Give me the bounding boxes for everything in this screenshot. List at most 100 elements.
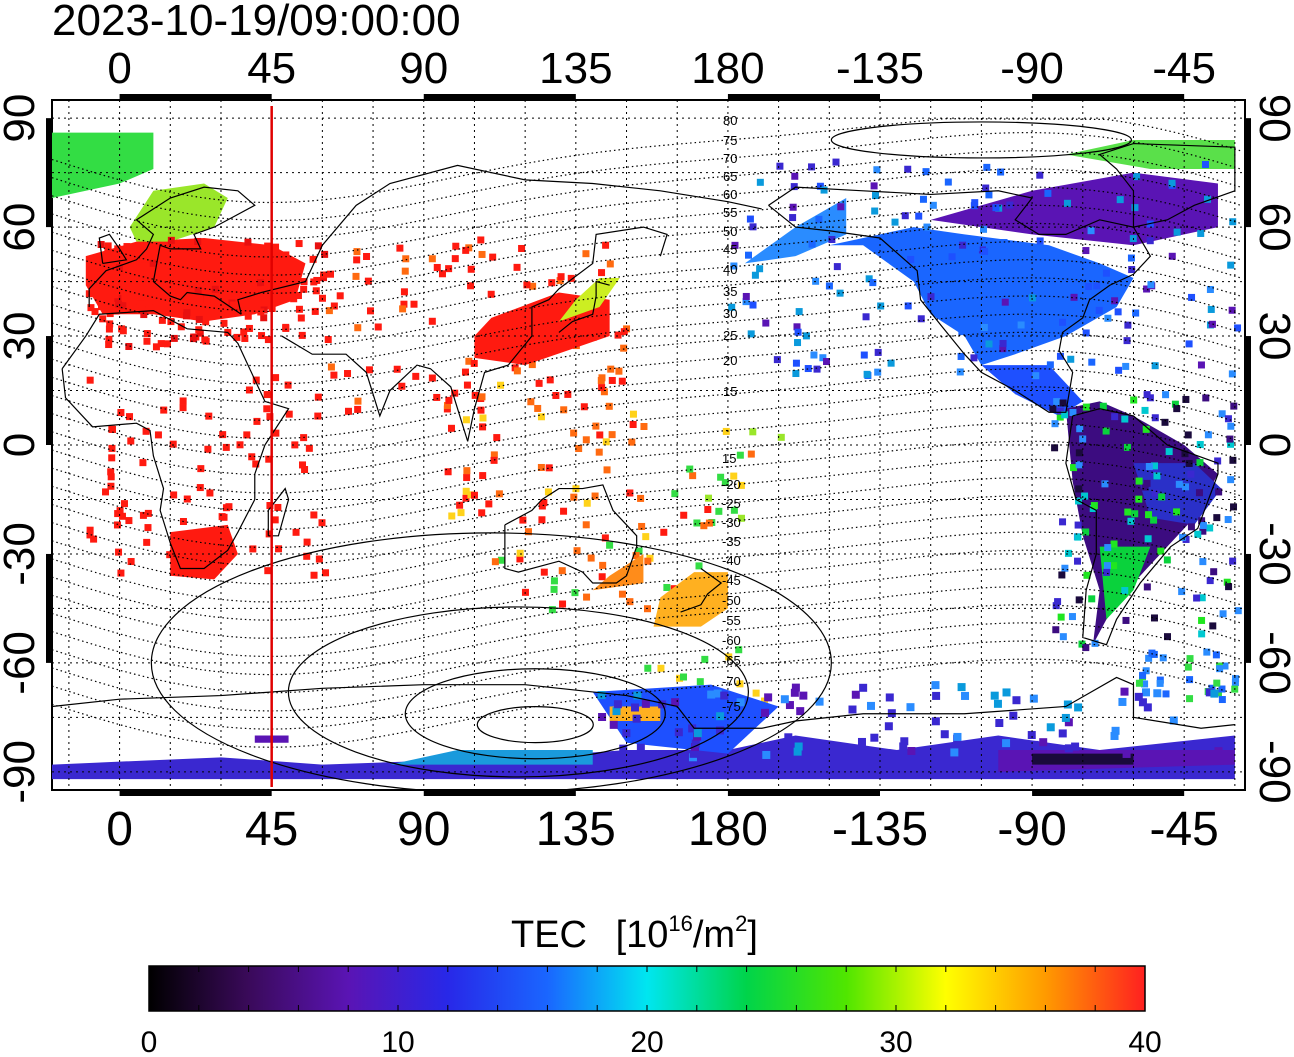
tec-cell-australia (671, 490, 679, 498)
tec-cell-europe (233, 333, 241, 341)
tec-cell-asia (399, 305, 407, 313)
tec-cell-south-america (1209, 622, 1217, 630)
tec-cell-asia (396, 244, 404, 252)
tec-cell-antarctica (619, 744, 628, 753)
tec-cell-europe (260, 314, 268, 322)
tec-cell-sea (628, 438, 636, 446)
tec-cell-europe (282, 323, 290, 331)
tec-cell-africa (169, 440, 177, 448)
tec-cell-north-america (802, 332, 810, 340)
tec-cell-africa (252, 460, 260, 468)
tec-cell-south-america (1214, 457, 1222, 465)
tec-cell-antarctica (622, 729, 631, 738)
tec-cell-antarctica (716, 712, 725, 721)
tec-cell-south-america (1129, 497, 1137, 505)
tec-cell-sea (629, 421, 637, 429)
tec-cell-antarctica (814, 750, 823, 759)
tec-cell-south-america (1171, 400, 1179, 408)
tec-cell-antarctica (632, 714, 641, 723)
tec-cell-south-america (1199, 558, 1207, 566)
tec-cell-south-america (1103, 568, 1111, 576)
tec-cell-north-america (1234, 324, 1242, 332)
tec-cell-europe (234, 302, 242, 310)
tec-cell-africa (315, 555, 323, 563)
tec-region-arctic-europe (52, 132, 154, 199)
tec-cell-north-america (1082, 329, 1090, 337)
tec-cell-south-america (1088, 595, 1096, 603)
tec-cell-south-america (1181, 450, 1189, 458)
tec-cell-south-atlantic (1145, 654, 1153, 662)
tec-cell-africa (272, 429, 280, 437)
tec-cell-antarctica (631, 703, 640, 712)
tec-region-japan (558, 277, 620, 322)
tec-cell-north-america (1104, 314, 1112, 322)
tec-cell-europe (183, 309, 191, 317)
tec-cell-sea (456, 501, 464, 509)
contour-label: 45 (723, 242, 737, 257)
colorbar (148, 965, 1146, 1012)
tec-cell-antarctica (859, 683, 868, 692)
tec-data-layer (52, 132, 1242, 780)
tec-cell-north-america (927, 293, 935, 301)
tec-cell-sea (596, 431, 604, 439)
tec-cell-south-america (1224, 415, 1232, 423)
tec-cell-north-america (1168, 252, 1176, 260)
magnetic-contour (52, 549, 1242, 639)
tec-cell-sea (462, 416, 470, 424)
tec-cell-africa (305, 444, 313, 452)
tec-cell-africa (292, 528, 300, 536)
tec-cell-antarctica (613, 700, 622, 709)
tec-cell-europe (89, 257, 97, 265)
tec-cell-north-america (1044, 189, 1052, 197)
tec-cell-north-america (874, 348, 882, 356)
tec-cell-north-america (1036, 171, 1044, 179)
tec-cell-australia (635, 547, 643, 555)
tec-cell-south-america (1143, 479, 1151, 487)
tec-cell-south-america (1204, 431, 1212, 439)
tec-cell-south-america (1163, 556, 1171, 564)
contour-label: 15 (722, 451, 736, 466)
tec-cell-south-america (1150, 462, 1158, 470)
tec-cell-europe (119, 302, 127, 310)
tec-cell-europe (143, 337, 151, 345)
tec-cell-sea (591, 492, 599, 500)
tec-cell-south-america (1224, 516, 1232, 524)
tec-cell-sea (493, 434, 501, 442)
tec-cell-south-america (1230, 503, 1238, 511)
lat-label-right: 90 (1250, 94, 1294, 143)
magnetic-contour (52, 422, 1242, 512)
tec-cell-south-america (1218, 410, 1226, 418)
tec-cell-north-america (795, 308, 803, 316)
lat-label-left: -60 (0, 631, 44, 695)
magnetic-contour (52, 658, 1242, 748)
contour-label: 75 (723, 133, 737, 148)
tec-cell-europe (123, 243, 131, 251)
tec-cell-pacific (736, 451, 744, 459)
tec-cell-south-america (1068, 613, 1076, 621)
tec-cell-africa (90, 535, 98, 543)
tec-cell-south-america (1082, 403, 1090, 411)
tec-cell-south-america (1082, 528, 1090, 536)
tec-cell-north-america (833, 263, 841, 271)
tec-cell-south-america (1121, 415, 1129, 423)
tec-cell-north-america (810, 351, 818, 359)
tec-cell-asia (567, 274, 575, 282)
tec-cell-south-america (1206, 577, 1214, 585)
tec-cell-south-atlantic (1159, 654, 1167, 662)
magnetic-latitude-contours (52, 118, 1242, 790)
contour-label: 25 (723, 328, 737, 343)
magnetic-contour (52, 531, 1242, 621)
tec-cell-south-america (1143, 583, 1151, 591)
contour-label: -55 (722, 613, 741, 628)
tec-cell-south-america (1110, 540, 1118, 548)
tec-cell-antarctica (671, 698, 680, 707)
tec-cell-south-america (1150, 614, 1158, 622)
tec-cell-north-america (997, 168, 1005, 176)
tec-cell-nz-south (644, 664, 652, 672)
tec-cell-europe (203, 244, 211, 252)
tec-cell-asia (412, 372, 420, 380)
tec-cell-north-america (1036, 237, 1044, 245)
tec-cell-sea (560, 406, 568, 414)
tec-cell-antarctica (1120, 687, 1129, 696)
